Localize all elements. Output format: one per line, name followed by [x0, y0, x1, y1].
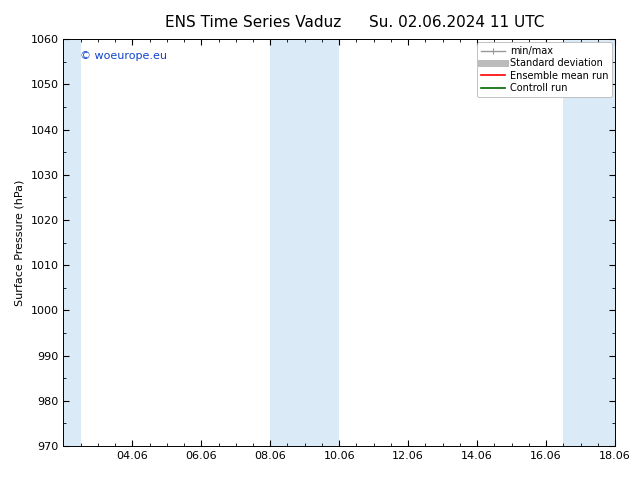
Text: ENS Time Series Vaduz: ENS Time Series Vaduz: [165, 15, 342, 30]
Text: Su. 02.06.2024 11 UTC: Su. 02.06.2024 11 UTC: [369, 15, 544, 30]
Legend: min/max, Standard deviation, Ensemble mean run, Controll run: min/max, Standard deviation, Ensemble me…: [477, 42, 612, 97]
Y-axis label: Surface Pressure (hPa): Surface Pressure (hPa): [15, 179, 25, 306]
Bar: [63, 39, 81, 446]
Bar: [563, 39, 615, 446]
Bar: [270, 39, 339, 446]
Text: © woeurope.eu: © woeurope.eu: [80, 51, 167, 61]
